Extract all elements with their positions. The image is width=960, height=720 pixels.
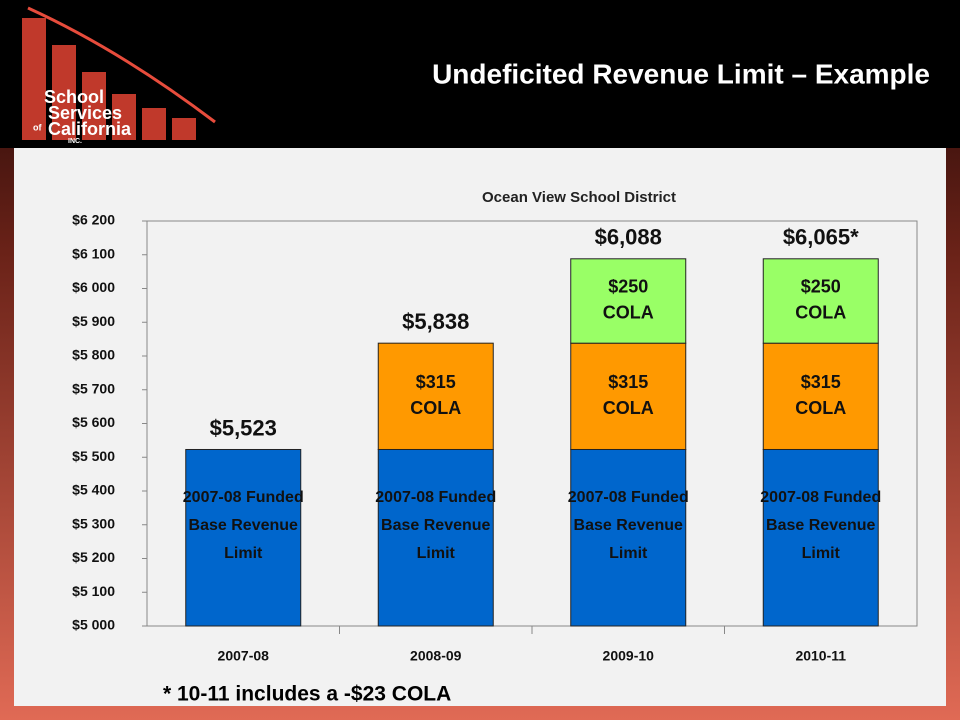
bar-segment: [185, 448, 302, 627]
x-tick-label: 2007-08: [218, 648, 270, 664]
logo-bar: [82, 72, 106, 140]
logo: School Services of California INC.: [22, 6, 216, 145]
bar-segment: [762, 342, 879, 450]
logo-text: California: [48, 119, 132, 139]
y-tick-label: $5 100: [72, 583, 115, 599]
total-label: $6,065*: [783, 225, 859, 250]
segment-label: COLA: [603, 398, 654, 418]
segment-label: COLA: [795, 398, 846, 418]
y-tick-label: $5 200: [72, 549, 115, 565]
logo-text: of: [33, 122, 42, 132]
segment-label: $315: [608, 372, 648, 392]
segment-label: Base Revenue: [574, 517, 683, 534]
bar-segment: [570, 258, 687, 344]
segment-label: 2007-08 Funded: [568, 489, 689, 506]
x-tick-label: 2010-11: [795, 648, 846, 664]
segment-label: Base Revenue: [381, 517, 490, 534]
x-tick-label: 2009-10: [603, 648, 655, 664]
segment-label: Base Revenue: [189, 517, 298, 534]
y-tick-label: $5 000: [72, 617, 115, 633]
bar-segment: [377, 342, 494, 450]
logo-text: INC.: [68, 138, 82, 145]
logo-arrow: [27, 6, 216, 124]
y-tick-label: $6 000: [72, 279, 115, 295]
segment-label: $250: [608, 277, 648, 297]
bar-segment: [377, 448, 494, 627]
y-tick-label: $5 400: [72, 482, 115, 498]
segment-label: Limit: [417, 545, 456, 562]
segment-label: Limit: [802, 545, 841, 562]
segment-label: $315: [801, 372, 841, 392]
y-tick-label: $5 500: [72, 448, 115, 464]
y-tick-label: $5 800: [72, 347, 115, 363]
segment-label: 2007-08 Funded: [760, 489, 881, 506]
segment-label: COLA: [603, 303, 654, 323]
logo-bar: [52, 45, 76, 140]
x-tick-label: 2008-09: [410, 648, 462, 664]
total-label: $5,838: [402, 309, 469, 334]
y-tick-label: $6 100: [72, 245, 115, 261]
logo-text: School: [44, 87, 104, 107]
y-tick-label: $5 300: [72, 515, 115, 531]
slide-title: Undeficited Revenue Limit – Example: [432, 58, 930, 89]
logo-bar: [142, 108, 166, 140]
bar-segment: [570, 448, 687, 627]
logo-bar: [172, 118, 196, 140]
y-tick-label: $5 900: [72, 313, 115, 329]
segment-label: 2007-08 Funded: [183, 489, 304, 506]
logo-text: Services: [48, 103, 122, 123]
segment-label: Base Revenue: [766, 517, 875, 534]
y-tick-label: $6 200: [72, 212, 115, 228]
total-label: $5,523: [210, 415, 277, 440]
segment-label: 2007-08 Funded: [375, 489, 496, 506]
segment-label: COLA: [410, 398, 461, 418]
y-tick-label: $5 600: [72, 414, 115, 430]
segment-label: Limit: [224, 545, 263, 562]
segment-label: Limit: [609, 545, 648, 562]
segment-label: $250: [801, 277, 841, 297]
chart-title: Ocean View School District: [482, 189, 676, 206]
logo-bar: [112, 94, 136, 140]
total-label: $6,088: [595, 225, 662, 250]
logo-bar: [22, 18, 46, 140]
segment-label: COLA: [795, 303, 846, 323]
bar-segment: [570, 342, 687, 450]
bar-segment: [762, 258, 879, 344]
y-tick-label: $5 700: [72, 380, 115, 396]
segment-label: $315: [416, 372, 456, 392]
footnote: * 10-11 includes a -$23 COLA: [163, 683, 451, 706]
bar-segment: [762, 448, 879, 627]
